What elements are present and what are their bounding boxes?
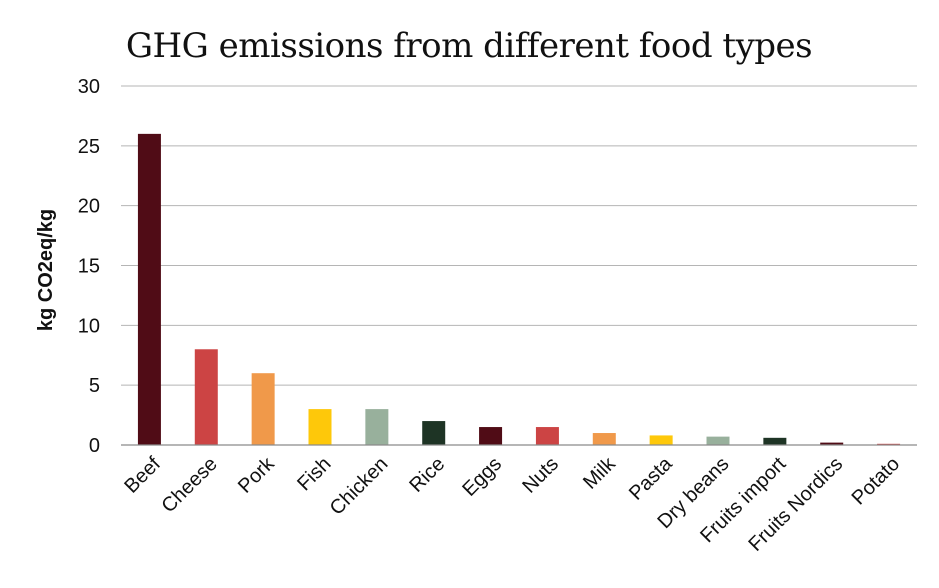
y-tick-label: 30 xyxy=(78,76,100,98)
bar-pork xyxy=(251,373,275,445)
bar-milk xyxy=(592,433,616,445)
bar-beef xyxy=(137,133,161,445)
bar-cheese xyxy=(194,349,218,445)
gridlines xyxy=(121,85,917,386)
x-tick-label: Beef xyxy=(120,453,165,498)
bars xyxy=(137,133,901,445)
bar-fruits-nordics xyxy=(820,442,844,445)
y-tick-label: 10 xyxy=(78,315,100,337)
x-tick-label: Cheese xyxy=(158,453,222,517)
bar-nuts xyxy=(535,427,559,445)
y-tick-label: 5 xyxy=(89,375,100,397)
y-tick-label: 25 xyxy=(78,136,100,158)
x-tick-label: Pasta xyxy=(625,452,677,504)
bar-fruits-import xyxy=(763,437,787,445)
x-tick-label: Potato xyxy=(848,453,904,509)
bar-fish xyxy=(308,409,332,445)
x-tick-label: Chicken xyxy=(326,453,393,520)
x-tick-label: Pork xyxy=(234,452,279,497)
x-tick-label: Nuts xyxy=(518,453,563,498)
y-tick-label: 0 xyxy=(89,435,100,457)
bar-pasta xyxy=(649,435,673,445)
bar-rice xyxy=(422,421,446,445)
y-axis-label: kg CO2eq/kg xyxy=(35,209,57,331)
bar-dry-beans xyxy=(706,436,730,445)
bar-chicken xyxy=(365,409,389,445)
y-tick-label: 20 xyxy=(78,196,100,218)
bar-eggs xyxy=(479,427,503,445)
x-tick-label: Rice xyxy=(405,453,449,497)
chart-title: GHG emissions from different food types xyxy=(126,26,812,66)
y-tick-label: 15 xyxy=(78,256,100,278)
x-tick-label: Milk xyxy=(579,452,620,493)
x-tick-label: Eggs xyxy=(458,453,506,501)
x-tick-label: Fish xyxy=(293,453,335,495)
y-axis-ticks: 0 5 10 15 20 25 30 xyxy=(78,76,100,457)
